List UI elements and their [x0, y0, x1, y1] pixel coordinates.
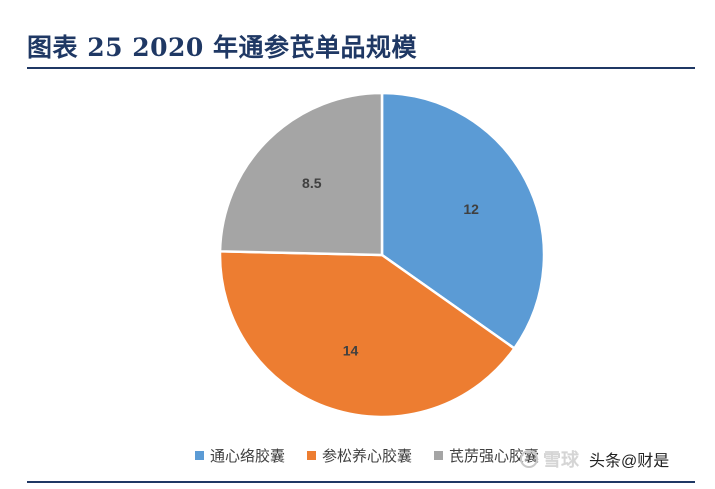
chart-legend: 通心络胶囊 参松养心胶囊 芪苈强心胶囊 [195, 445, 561, 466]
legend-label: 通心络胶囊 [210, 448, 286, 465]
pie-slice [218, 91, 384, 257]
title-rule [27, 67, 695, 69]
legend-label: 芪苈强心胶囊 [449, 448, 540, 465]
pie-data-label: 8.5 [302, 175, 322, 191]
pie-data-label: 14 [343, 342, 359, 358]
watermark-site: 雪球 [543, 450, 579, 470]
legend-swatch [195, 451, 204, 460]
pie-slice [380, 91, 546, 350]
legend-swatch [307, 451, 317, 460]
watermark: 雪球 头条@财是 [520, 446, 669, 472]
snowball-logo-icon [520, 450, 538, 468]
legend-item: 参松养心胶囊 [307, 445, 412, 466]
pie-data-label: 12 [463, 201, 479, 217]
legend-label: 参松养心胶囊 [322, 448, 413, 465]
legend-swatch [434, 451, 444, 460]
legend-item: 芪苈强心胶囊 [434, 445, 539, 466]
figure-title: 图表 25 2020 年通参芪单品规模 [27, 33, 417, 62]
legend-item: 通心络胶囊 [195, 445, 285, 466]
footer-rule [27, 481, 695, 483]
pie-slice [218, 250, 516, 419]
watermark-text: 头条@财是 [589, 453, 670, 470]
